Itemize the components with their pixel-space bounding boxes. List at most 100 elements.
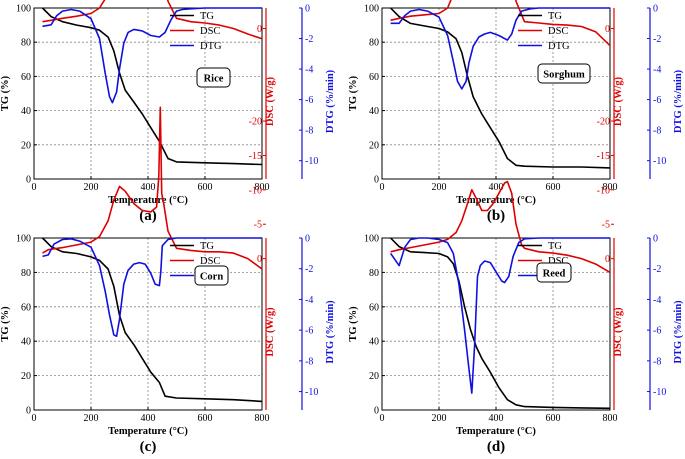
s-tg-line: [390, 7, 611, 169]
tg-tick-label: 80: [21, 38, 31, 49]
sample-label: Corn: [200, 272, 223, 283]
dtg-tick-label: -4: [653, 65, 661, 76]
sample-box: [537, 63, 591, 84]
dsc-tick-label: -5: [254, 0, 262, 1]
sample-box: [196, 67, 231, 88]
dtg-axis-title: DTG (%/min): [325, 300, 336, 364]
dsc-tick-label: 0: [257, 254, 262, 265]
tg-tick-label: 80: [369, 38, 379, 49]
x-axis-title: Temperature (°C): [456, 426, 536, 437]
x-tick-label: 400: [489, 182, 504, 193]
legend-label-dsc: DSC: [200, 256, 220, 267]
tg-tick-label: 40: [369, 106, 379, 117]
dtg-tick-label: -6: [653, 95, 661, 106]
dsc-tick-label: -10: [597, 185, 610, 196]
s-tg-line: [390, 237, 611, 410]
tg-tick-label: 20: [21, 140, 31, 151]
sample-label: Sorghum: [543, 70, 585, 81]
dtg-tick-label: -10: [653, 156, 666, 167]
tg-tick-label: 0: [26, 175, 31, 186]
dsc-axis-title: DSC (W/g): [613, 76, 624, 126]
sample-label: Rice: [204, 74, 224, 85]
x-tick-label: 600: [546, 182, 561, 193]
s-dsc-line: [390, 0, 611, 47]
x-tick-label: 800: [255, 413, 270, 424]
panel-label: (a): [139, 208, 157, 224]
sample-box: [536, 262, 572, 283]
legend-label-dtg: DTG: [200, 41, 222, 52]
legend-label-tg: TG: [548, 11, 562, 22]
dsc-tick-label: 0: [605, 254, 610, 265]
s-dtg-line: [42, 7, 262, 104]
dtg-tick-label: -10: [305, 387, 318, 398]
dsc-axis-title: DSC (W/g): [265, 76, 276, 126]
dsc-tick-label: -15: [249, 151, 262, 162]
tg-tick-label: 100: [364, 4, 379, 15]
x-axis-title: Temperature (°C): [456, 195, 536, 206]
dtg-tick-label: -4: [305, 65, 313, 76]
dsc-tick-label: -5: [602, 0, 610, 1]
s-dtg-line: [42, 237, 262, 338]
x-tick-label: 600: [198, 182, 213, 193]
panel-label: (c): [140, 439, 157, 455]
dtg-axis-title: DTG (%/min): [325, 69, 336, 133]
legend-label-tg: TG: [200, 11, 214, 22]
dsc-tick-label: -10: [249, 185, 262, 196]
dtg-tick-label: -4: [305, 295, 313, 306]
x-tick-label: 600: [198, 413, 213, 424]
legend-label-dsc: DSC: [548, 26, 568, 37]
x-tick-label: 0: [32, 182, 37, 193]
tg-axis-title: TG (%): [0, 306, 11, 342]
x-tick-label: 0: [380, 413, 385, 424]
tg-tick-label: 20: [369, 371, 379, 382]
x-tick-label: 800: [603, 182, 618, 193]
legend-label-tg: TG: [200, 241, 214, 252]
chart-panel-3: 0 200 400 600 8000204060801000-5-10-15-200-2…: [0, 106, 336, 455]
tg-tick-label: 40: [21, 337, 31, 348]
dtg-tick-label: -4: [653, 295, 661, 306]
x-tick-label: 400: [141, 413, 156, 424]
tg-tick-label: 80: [369, 268, 379, 279]
dtg-axis-title: DTG (%/min): [673, 300, 684, 364]
dtg-tick-label: -8: [305, 126, 313, 137]
x-tick-label: 200: [432, 182, 447, 193]
dsc-tick-label: 0: [605, 24, 610, 35]
s-dsc-line: [42, 0, 263, 40]
dsc-tick-label: -15: [597, 151, 610, 162]
s-dtg-line: [389, 237, 610, 394]
dtg-tick-label: -6: [305, 95, 313, 106]
tg-tick-label: 100: [364, 234, 379, 245]
dsc-axis-title: DSC (W/g): [613, 307, 624, 357]
dtg-tick-label: -2: [653, 34, 661, 45]
s-dsc-line: [42, 106, 263, 270]
dsc-tick-label: -20: [597, 117, 610, 128]
s-dtg-line: [390, 7, 610, 90]
x-tick-label: 0: [32, 413, 37, 424]
x-tick-label: 200: [84, 182, 99, 193]
tg-axis-title: TG (%): [0, 75, 11, 111]
legend-label-dsc: DSC: [200, 26, 220, 37]
s-tg-line: [41, 237, 263, 403]
dsc-tick-label: -20: [249, 117, 262, 128]
dtg-tick-label: -8: [653, 356, 661, 367]
x-tick-label: 200: [432, 413, 447, 424]
dsc-tick-label: 0: [257, 24, 262, 35]
tg-tick-label: 100: [16, 234, 31, 245]
x-tick-label: 400: [141, 182, 156, 193]
dtg-tick-label: -10: [653, 387, 666, 398]
x-tick-label: 600: [546, 413, 561, 424]
dtg-tick-label: -10: [305, 156, 318, 167]
tg-tick-label: 40: [369, 337, 379, 348]
dtg-tick-label: -2: [653, 264, 661, 275]
dtg-tick-label: 0: [305, 234, 310, 245]
dtg-tick-label: -8: [653, 126, 661, 137]
x-tick-label: 400: [489, 413, 504, 424]
panel-label: (d): [487, 439, 505, 455]
tg-tick-label: 60: [21, 302, 31, 313]
dtg-axis-title: DTG (%/min): [673, 69, 684, 133]
dsc-tick-label: -5: [602, 220, 610, 231]
tg-tick-label: 20: [369, 140, 379, 151]
legend-label-dtg: DTG: [548, 41, 570, 52]
chart-panel-4: 0 200 400 600 8000204060801000-5-10-15-200-2…: [348, 117, 684, 455]
